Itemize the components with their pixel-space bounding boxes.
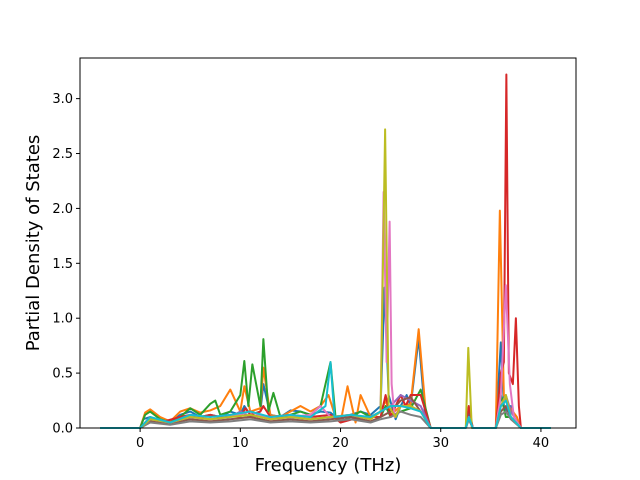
x-axis-label: Frequency (THz) bbox=[255, 455, 402, 476]
y-tick-label: 2.5 bbox=[52, 147, 73, 162]
y-axis-label: Partial Density of States bbox=[23, 135, 44, 352]
x-tick-label: 30 bbox=[432, 436, 449, 451]
x-tick-label: 20 bbox=[332, 436, 349, 451]
y-tick-label: 2.0 bbox=[52, 202, 73, 217]
y-tick-label: 1.5 bbox=[52, 257, 73, 272]
y-axis: 0.0 0.5 1.0 1.5 2.0 2.5 3.0 bbox=[52, 92, 80, 437]
y-tick-label: 0.0 bbox=[52, 422, 73, 437]
y-tick-label: 1.0 bbox=[52, 312, 73, 327]
x-tick-label: 0 bbox=[136, 436, 144, 451]
y-tick-label: 0.5 bbox=[52, 367, 73, 382]
x-tick-label: 10 bbox=[232, 436, 249, 451]
x-axis: 0 10 20 30 40 bbox=[136, 428, 549, 451]
plot-frame bbox=[79, 57, 577, 429]
y-tick-label: 3.0 bbox=[52, 92, 73, 107]
x-tick-label: 40 bbox=[533, 436, 550, 451]
